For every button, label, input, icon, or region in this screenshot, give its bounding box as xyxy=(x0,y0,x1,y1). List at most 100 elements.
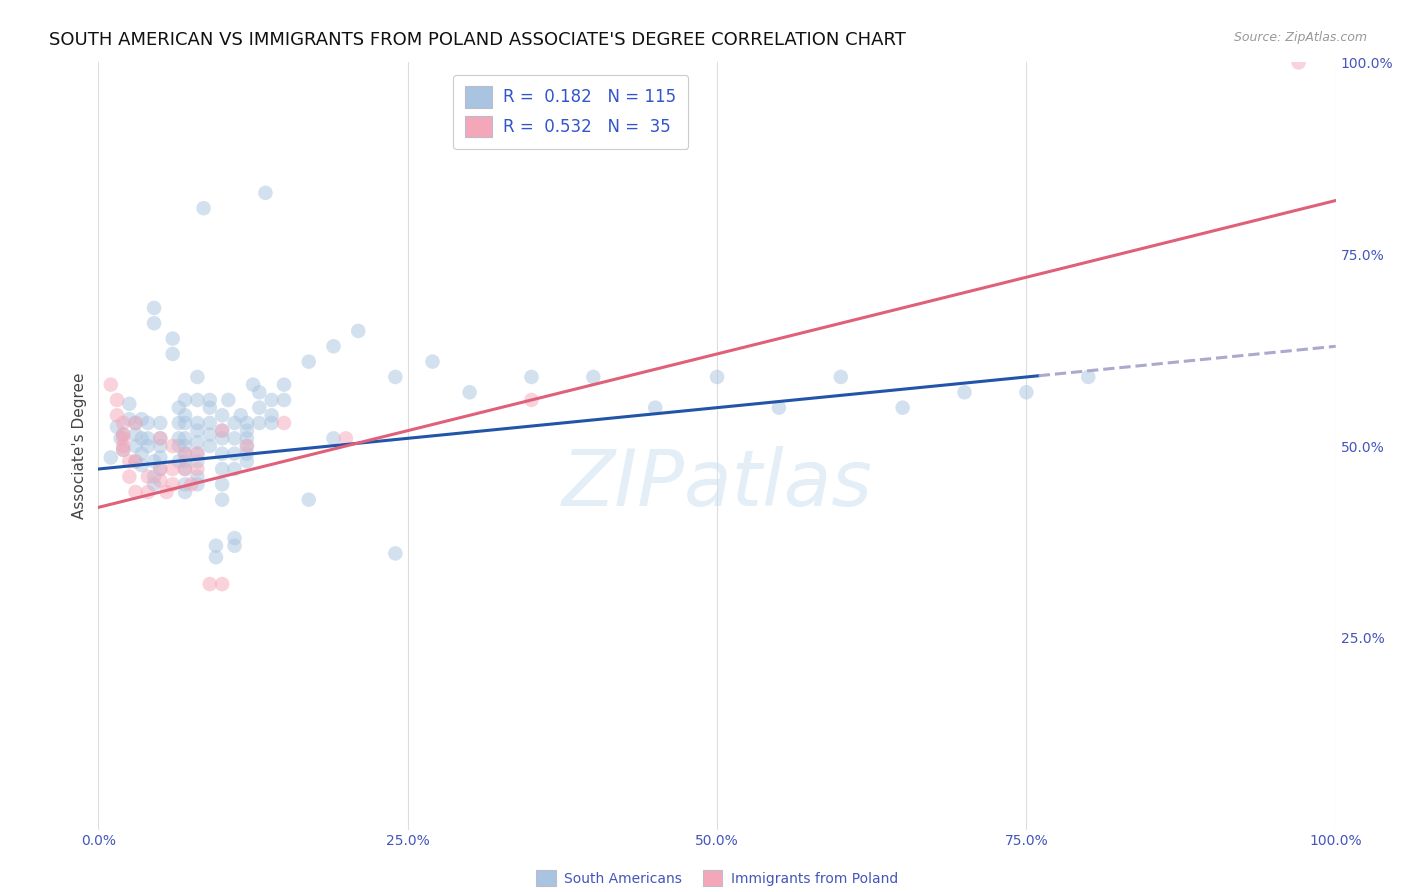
Point xyxy=(193,201,215,215)
Point xyxy=(211,492,233,507)
Point xyxy=(224,416,246,430)
Point xyxy=(384,370,406,384)
Point xyxy=(143,454,166,468)
Point xyxy=(706,370,728,384)
Point xyxy=(136,469,159,483)
Point xyxy=(198,439,221,453)
Point xyxy=(1077,370,1099,384)
Point xyxy=(273,416,295,430)
Point xyxy=(162,332,184,346)
Point xyxy=(224,462,246,476)
Point xyxy=(143,316,166,330)
Point xyxy=(254,186,277,200)
Point xyxy=(162,477,184,491)
Point xyxy=(236,416,259,430)
Point xyxy=(143,301,166,315)
Point xyxy=(186,447,208,461)
Point xyxy=(124,439,146,453)
Point xyxy=(100,450,122,465)
Point xyxy=(105,409,128,423)
Point xyxy=(322,431,344,445)
Point xyxy=(131,458,153,473)
Point xyxy=(124,416,146,430)
Text: SOUTH AMERICAN VS IMMIGRANTS FROM POLAND ASSOCIATE'S DEGREE CORRELATION CHART: SOUTH AMERICAN VS IMMIGRANTS FROM POLAND… xyxy=(49,31,905,49)
Point xyxy=(236,439,259,453)
Point xyxy=(112,439,135,453)
Point xyxy=(174,454,197,468)
Point xyxy=(205,550,228,565)
Point xyxy=(198,577,221,591)
Point xyxy=(520,392,543,407)
Point xyxy=(155,485,177,500)
Point xyxy=(118,469,141,483)
Point xyxy=(186,447,208,461)
Point xyxy=(167,416,190,430)
Point xyxy=(162,439,184,453)
Point xyxy=(298,354,321,368)
Point xyxy=(1288,55,1310,70)
Point xyxy=(384,546,406,560)
Point xyxy=(118,412,141,426)
Point xyxy=(149,431,172,445)
Point xyxy=(347,324,370,338)
Point xyxy=(1015,385,1038,400)
Point xyxy=(174,447,197,461)
Point xyxy=(124,454,146,468)
Point xyxy=(322,339,344,353)
Text: ZIPatlas: ZIPatlas xyxy=(561,446,873,523)
Point xyxy=(186,462,208,476)
Point xyxy=(768,401,790,415)
Point xyxy=(112,427,135,442)
Point xyxy=(211,462,233,476)
Point xyxy=(236,439,259,453)
Point xyxy=(224,447,246,461)
Point xyxy=(110,431,132,445)
Point xyxy=(136,431,159,445)
Point xyxy=(224,431,246,445)
Point xyxy=(124,427,146,442)
Point xyxy=(198,392,221,407)
Point xyxy=(298,492,321,507)
Point xyxy=(162,462,184,476)
Point xyxy=(136,485,159,500)
Point xyxy=(198,427,221,442)
Point xyxy=(100,377,122,392)
Point xyxy=(211,431,233,445)
Point xyxy=(260,409,283,423)
Point xyxy=(198,401,221,415)
Point xyxy=(236,424,259,438)
Point xyxy=(236,431,259,445)
Point xyxy=(186,416,208,430)
Point xyxy=(112,442,135,457)
Point xyxy=(174,439,197,453)
Point xyxy=(118,397,141,411)
Point xyxy=(124,416,146,430)
Point xyxy=(174,462,197,476)
Point xyxy=(422,354,444,368)
Point xyxy=(112,427,135,442)
Point xyxy=(186,435,208,450)
Point xyxy=(335,431,357,445)
Point xyxy=(131,412,153,426)
Point xyxy=(112,431,135,445)
Point xyxy=(149,462,172,476)
Point xyxy=(136,439,159,453)
Legend: South Americans, Immigrants from Poland: South Americans, Immigrants from Poland xyxy=(530,864,904,892)
Point xyxy=(211,577,233,591)
Point xyxy=(186,477,208,491)
Point xyxy=(186,469,208,483)
Point xyxy=(174,485,197,500)
Point xyxy=(167,439,190,453)
Point xyxy=(105,392,128,407)
Point xyxy=(167,431,190,445)
Point xyxy=(124,485,146,500)
Point xyxy=(105,420,128,434)
Point xyxy=(162,347,184,361)
Point xyxy=(236,447,259,461)
Point xyxy=(131,447,153,461)
Point xyxy=(211,424,233,438)
Point xyxy=(211,424,233,438)
Point xyxy=(112,442,135,457)
Point xyxy=(211,477,233,491)
Point xyxy=(124,454,146,468)
